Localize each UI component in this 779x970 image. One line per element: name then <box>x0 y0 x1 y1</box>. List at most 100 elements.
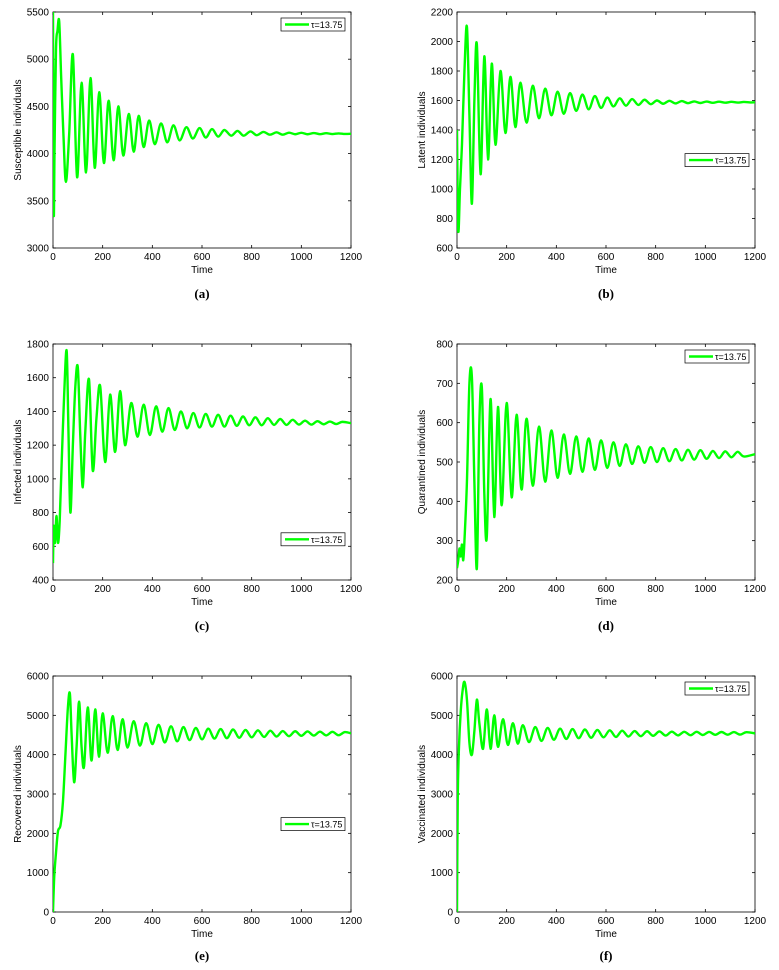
legend-f: τ=13.75 <box>684 681 750 696</box>
legend-label-d: τ=13.75 <box>715 352 746 362</box>
series-line-a <box>53 12 351 218</box>
x-tick-label-a: 800 <box>243 252 260 263</box>
series-line-c <box>53 349 351 564</box>
x-tick-label-e: 1200 <box>340 916 363 927</box>
x-tick-label-c: 1000 <box>290 584 313 595</box>
y-tick-label-b: 2200 <box>431 8 454 19</box>
y-tick-label-b: 600 <box>436 244 453 255</box>
series-line-f <box>457 680 755 912</box>
y-axis-title-a: Susceptible individuals <box>13 79 24 180</box>
y-tick-label-d: 800 <box>436 340 453 351</box>
y-tick-label-a: 3000 <box>27 244 50 255</box>
x-tick-label-c: 600 <box>194 584 211 595</box>
x-tick-label-f: 200 <box>498 916 515 927</box>
y-tick-label-e: 1000 <box>27 868 50 879</box>
x-tick-label-b: 400 <box>548 252 565 263</box>
x-tick-label-a: 0 <box>50 252 56 263</box>
x-tick-label-f: 1000 <box>694 916 717 927</box>
y-tick-label-b: 1000 <box>431 185 454 196</box>
y-tick-label-d: 300 <box>436 536 453 547</box>
series-line-d <box>457 366 755 571</box>
y-tick-label-c: 1000 <box>27 474 50 485</box>
y-tick-label-b: 1400 <box>431 126 454 137</box>
x-tick-label-e: 800 <box>243 916 260 927</box>
panel-b: 0 200 400 600 800 1000 1200 600 800 1000 1200 1400 1… <box>417 8 767 302</box>
x-tick-label-e: 1000 <box>290 916 313 927</box>
x-tick-label-d: 1200 <box>744 584 767 595</box>
legend-box-b <box>684 153 750 167</box>
x-tick-label-f: 0 <box>454 916 460 927</box>
y-tick-label-e: 4000 <box>27 750 50 761</box>
panel-e: 0 200 400 600 800 1000 1200 0 1000 2000 3000 4000 50… <box>13 672 363 964</box>
legend-label-c: τ=13.75 <box>311 535 342 545</box>
y-tick-label-f: 5000 <box>431 711 454 722</box>
x-tick-label-e: 200 <box>94 916 111 927</box>
x-axis-title-f: Time <box>595 929 617 940</box>
y-tick-label-c: 1800 <box>27 340 50 351</box>
y-tick-label-a: 4500 <box>27 102 50 113</box>
legend-b: τ=13.75 <box>684 153 750 167</box>
y-tick-label-e: 5000 <box>27 711 50 722</box>
y-tick-label-c: 800 <box>32 508 49 519</box>
legend-box-a <box>280 17 346 32</box>
x-axis-title-b: Time <box>595 265 617 276</box>
y-axis-title-f: Vaccinated individuals <box>417 745 428 843</box>
x-tick-label-f: 800 <box>647 916 664 927</box>
y-axis-title-c: Infected individuals <box>13 419 24 504</box>
y-axis-title-e: Recovered individuals <box>13 745 24 843</box>
x-axis-title-d: Time <box>595 597 617 608</box>
y-tick-label-f: 1000 <box>431 868 454 879</box>
y-tick-label-b: 1800 <box>431 67 454 78</box>
x-tick-label-c: 0 <box>50 584 56 595</box>
y-tick-label-f: 3000 <box>431 790 454 801</box>
y-axis-title-d: Quarantined individuals <box>417 410 428 515</box>
x-tick-label-b: 1000 <box>694 252 717 263</box>
panel-f: 0 200 400 600 800 1000 1200 0 1000 2000 3000 4000 50… <box>417 672 767 964</box>
plot-area-f <box>456 675 756 913</box>
x-tick-label-c: 800 <box>243 584 260 595</box>
x-tick-label-d: 1000 <box>694 584 717 595</box>
y-tick-label-d: 400 <box>436 497 453 508</box>
series-line-e <box>53 691 351 912</box>
x-tick-label-c: 1200 <box>340 584 363 595</box>
y-tick-label-e: 6000 <box>27 672 50 683</box>
x-axis-title-c: Time <box>191 597 213 608</box>
panel-caption-d: (d) <box>598 618 614 633</box>
legend-box-d <box>684 349 750 364</box>
panel-caption-b: (b) <box>598 286 614 301</box>
legend-e: τ=13.75 <box>280 817 346 831</box>
legend-a: τ=13.75 <box>280 17 346 32</box>
y-tick-label-f: 6000 <box>431 672 454 683</box>
x-tick-label-c: 400 <box>144 584 161 595</box>
panel-c: 0 200 400 600 800 1000 1200 400 600 800 1000 1200 14… <box>13 340 363 634</box>
y-tick-label-d: 500 <box>436 458 453 469</box>
plot-area-b <box>456 11 756 249</box>
y-tick-label-a: 3500 <box>27 196 50 207</box>
x-axis-title-e: Time <box>191 929 213 940</box>
y-tick-label-c: 1200 <box>27 441 50 452</box>
y-axis-title-b: Latent individuals <box>417 91 428 168</box>
y-tick-label-a: 5500 <box>27 8 50 19</box>
legend-label-f: τ=13.75 <box>715 684 746 694</box>
y-tick-label-c: 600 <box>32 542 49 553</box>
panel-a: 0 200 400 600 800 1000 1200 3000 3500 4000 4500 500… <box>13 8 363 302</box>
legend-c: τ=13.75 <box>280 532 346 547</box>
x-tick-label-b: 800 <box>647 252 664 263</box>
x-tick-label-e: 400 <box>144 916 161 927</box>
y-tick-label-c: 1400 <box>27 407 50 418</box>
x-tick-label-b: 600 <box>598 252 615 263</box>
y-tick-label-b: 1600 <box>431 96 454 107</box>
x-tick-label-a: 1200 <box>340 252 363 263</box>
y-tick-label-e: 0 <box>43 908 49 919</box>
x-tick-label-a: 1000 <box>290 252 313 263</box>
y-tick-label-f: 2000 <box>431 829 454 840</box>
series-line-b <box>457 24 755 234</box>
x-tick-label-b: 1200 <box>744 252 767 263</box>
legend-box-f <box>684 681 750 696</box>
y-tick-label-a: 4000 <box>27 149 50 160</box>
x-tick-label-d: 600 <box>598 584 615 595</box>
x-tick-label-c: 200 <box>94 584 111 595</box>
x-tick-label-f: 1200 <box>744 916 767 927</box>
